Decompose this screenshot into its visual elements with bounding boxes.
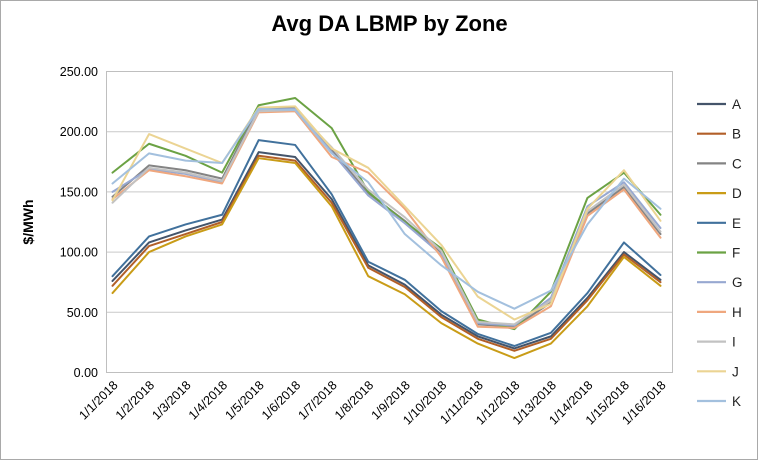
x-tick-label: 1/6/2018 bbox=[259, 378, 303, 422]
y-tick-label: 200.00 bbox=[60, 125, 98, 139]
legend-label-A: A bbox=[732, 97, 741, 112]
y-tick-label: 250.00 bbox=[60, 65, 98, 79]
y-axis-title: $/MWh bbox=[20, 199, 36, 244]
series-line-D bbox=[111, 157, 662, 360]
y-tick-label: 150.00 bbox=[60, 185, 98, 199]
legend-label-F: F bbox=[732, 246, 740, 261]
legend-label-I: I bbox=[732, 335, 736, 350]
x-tick-label: 1/2/2018 bbox=[113, 378, 157, 422]
series-line-J bbox=[111, 105, 662, 321]
series-line-F bbox=[111, 96, 662, 331]
y-tick-label: 0.00 bbox=[74, 366, 98, 380]
x-tick-label: 1/1/2018 bbox=[76, 378, 120, 422]
x-tick-label: 1/7/2018 bbox=[296, 378, 340, 422]
x-tick-label: 1/8/2018 bbox=[332, 378, 376, 422]
legend-label-G: G bbox=[732, 275, 743, 290]
x-tick-label: 1/5/2018 bbox=[222, 378, 266, 422]
series-line-B bbox=[111, 154, 662, 352]
series-line-A bbox=[111, 151, 662, 350]
y-tick-label: 100.00 bbox=[60, 246, 98, 260]
legend-label-K: K bbox=[732, 394, 741, 409]
legend-label-B: B bbox=[732, 127, 741, 142]
series-line-G bbox=[111, 107, 662, 327]
series-line-H bbox=[111, 110, 662, 329]
y-tick-label: 50.00 bbox=[67, 306, 98, 320]
legend-label-J: J bbox=[732, 364, 739, 379]
x-tick-label: 1/4/2018 bbox=[186, 378, 230, 422]
legend-label-C: C bbox=[732, 156, 742, 171]
legend-label-D: D bbox=[732, 186, 742, 201]
x-tick-label: 1/3/2018 bbox=[149, 378, 193, 422]
legend-label-H: H bbox=[732, 305, 742, 320]
series-line-K bbox=[111, 107, 662, 310]
legend-label-E: E bbox=[732, 216, 741, 231]
plot-area-border bbox=[106, 71, 673, 373]
series-line-E bbox=[111, 139, 662, 348]
chart-title: Avg DA LBMP by Zone bbox=[271, 11, 508, 36]
series-line-C bbox=[111, 106, 662, 328]
series-line-I bbox=[111, 109, 662, 326]
